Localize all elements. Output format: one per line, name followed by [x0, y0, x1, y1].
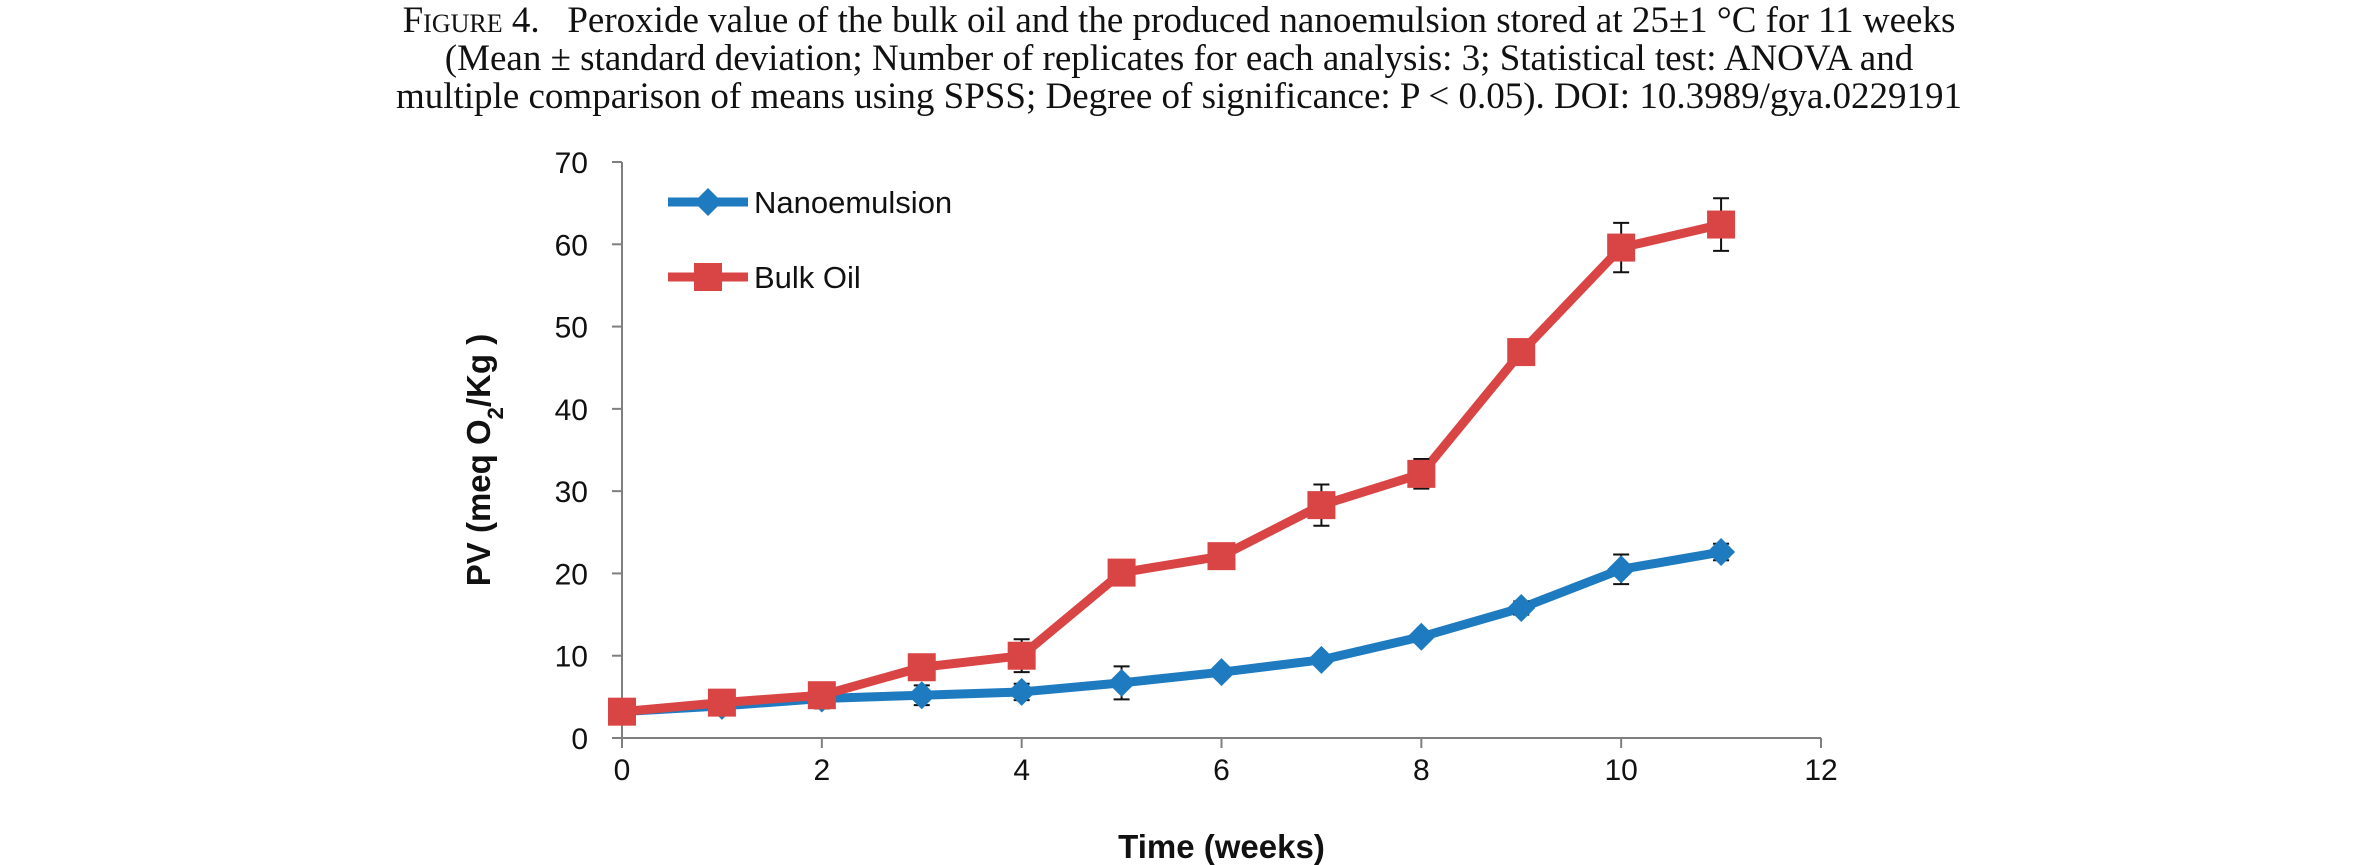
- data-point-bulk-oil: [1207, 542, 1236, 571]
- axes: 0 2 4 6 8 10 12 0 10 20 30 40 50 60 70: [555, 147, 1838, 787]
- data-point-bulk-oil: [1107, 558, 1136, 587]
- data-point-bulk-oil: [1307, 491, 1336, 520]
- data-point-nanoemulsion: [1707, 538, 1736, 567]
- x-tick-label: 8: [1413, 754, 1430, 787]
- caption-line-1: Figure 4. Peroxide value of the bulk oil…: [0, 2, 2358, 40]
- y-axis-title-subscript: 2: [483, 407, 508, 419]
- x-tick-label: 12: [1804, 754, 1837, 787]
- legend-marker-bulk-oil: [694, 263, 722, 291]
- series-bulk-oil: [608, 197, 1736, 726]
- caption-line-3: multiple comparison of means using SPSS;…: [395, 76, 1963, 117]
- data-point-bulk-oil: [1707, 210, 1736, 239]
- y-tick-label: 10: [555, 641, 588, 674]
- data-point-nanoemulsion: [1107, 668, 1136, 697]
- data-point-nanoemulsion: [1207, 658, 1236, 687]
- data-point-bulk-oil: [1607, 233, 1636, 262]
- y-tick-label: 60: [555, 229, 588, 262]
- data-point-bulk-oil: [1007, 641, 1036, 670]
- data-point-bulk-oil: [907, 653, 936, 682]
- data-point-nanoemulsion: [907, 681, 936, 710]
- data-point-nanoemulsion: [1507, 593, 1536, 622]
- legend-label-bulk-oil: Bulk Oil: [754, 260, 861, 295]
- data-point-bulk-oil: [807, 681, 836, 710]
- figure-label: Figure 4.: [402, 0, 540, 41]
- x-tick-label: 10: [1604, 754, 1637, 787]
- data-point-nanoemulsion: [1307, 645, 1336, 674]
- x-tick-label: 4: [1013, 754, 1030, 787]
- y-tick-label: 20: [555, 558, 588, 591]
- x-axis-title: Time (weeks): [1118, 828, 1325, 865]
- data-point-nanoemulsion: [1607, 555, 1636, 584]
- x-tick-label: 6: [1213, 754, 1230, 787]
- y-tick-label: 50: [555, 312, 588, 345]
- caption-line-2: (Mean ± standard deviation; Number of re…: [444, 38, 1914, 79]
- x-tick-label: 2: [813, 754, 830, 787]
- legend-marker-nanoemulsion: [694, 188, 722, 216]
- data-point-bulk-oil: [1407, 459, 1436, 488]
- series-line-bulk-oil: [617, 220, 1726, 717]
- y-axis-title-main: PV (meq O: [460, 419, 497, 586]
- data-point-bulk-oil: [1507, 338, 1536, 367]
- x-tick-label: 0: [614, 754, 631, 787]
- legend-label-nanoemulsion: Nanoemulsion: [754, 185, 952, 220]
- figure-caption: Figure 4. Peroxide value of the bulk oil…: [0, 2, 2358, 116]
- y-tick-label: 70: [555, 147, 588, 180]
- series-line-nanoemulsion: [617, 547, 1726, 717]
- caption-text-1: Peroxide value of the bulk oil and the p…: [567, 0, 1956, 41]
- y-tick-label: 30: [555, 476, 588, 509]
- legend: Nanoemulsion Bulk Oil: [668, 185, 952, 295]
- y-axis-title: PV (meq O2/Kg ): [460, 334, 508, 586]
- data-point-bulk-oil: [707, 688, 736, 717]
- data-point-bulk-oil: [608, 697, 636, 726]
- series-layer: [608, 197, 1736, 726]
- data-point-nanoemulsion: [1407, 622, 1436, 651]
- y-tick-label: 0: [571, 723, 588, 756]
- y-tick-label: 40: [555, 394, 588, 427]
- data-point-nanoemulsion: [1007, 677, 1036, 706]
- y-axis-title-tail: /Kg ): [460, 334, 497, 407]
